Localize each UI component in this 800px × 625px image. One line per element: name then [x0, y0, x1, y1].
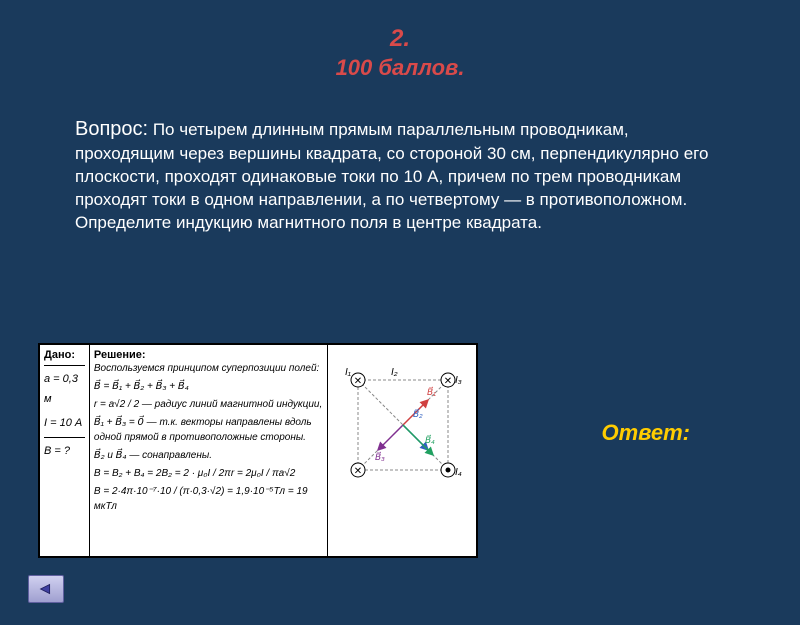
problem-number: 2. [0, 25, 800, 53]
solution-line: B⃗₂ и B⃗₄ — сонаправлены. [94, 448, 324, 463]
solution-line: B⃗₁ + B⃗₃ = 0⃗ — т.к. векторы направлены… [94, 415, 324, 445]
given-line: a = 0,3 м [44, 370, 85, 410]
given-header: Дано: [44, 349, 85, 361]
label-I1: I₁ [345, 367, 351, 378]
solution-body: Воспользуемся принципом суперпозиции пол… [94, 361, 324, 514]
svg-text:✕: ✕ [444, 376, 452, 387]
question-text: По четырем длинным прямым параллельным п… [75, 120, 708, 232]
answer-label: Ответ: [601, 420, 690, 446]
svg-text:B⃗₁: B⃗₁ [427, 386, 436, 397]
triangle-left-icon [37, 582, 55, 596]
solution-panel: Дано: a = 0,3 м I = 10 А B = ? Решение: … [38, 343, 478, 558]
svg-text:✕: ✕ [354, 466, 362, 477]
label-I2: I₂ [391, 367, 398, 378]
question-label: Вопрос: [75, 118, 148, 140]
given-find: B = ? [44, 442, 85, 462]
solution-line: B⃗ = B⃗₁ + B⃗₂ + B⃗₃ + B⃗₄ [94, 379, 324, 394]
question-block: Вопрос: По четырем длинным прямым паралл… [75, 116, 725, 235]
problem-points: 100 баллов. [0, 55, 800, 81]
given-line: I = 10 А [44, 414, 85, 434]
solution-line: Воспользуемся принципом суперпозиции пол… [94, 361, 324, 376]
label-I4: I₄ [455, 467, 462, 478]
given-body: a = 0,3 м I = 10 А B = ? [44, 370, 85, 462]
diagram-cell: ✕ ✕ ✕ [328, 345, 477, 557]
solution-line: B = B₂ + B₄ = 2B₂ = 2 · μ₀I / 2πr = 2μ₀I… [94, 466, 324, 481]
solution-header: Решение: [94, 349, 324, 361]
label-I3: I₃ [455, 375, 462, 386]
svg-text:B⃗₄: B⃗₄ [425, 434, 435, 445]
field-diagram: ✕ ✕ ✕ [333, 355, 473, 495]
back-button[interactable] [28, 575, 64, 603]
solution-line: r = a√2 / 2 — радиус линий магнитной инд… [94, 397, 324, 412]
svg-text:B⃗₂: B⃗₂ [413, 408, 423, 419]
solution-line: B = 2·4π·10⁻⁷·10 / (π·0,3·√2) = 1,9·10⁻⁵… [94, 484, 324, 514]
svg-text:✕: ✕ [354, 376, 362, 387]
svg-text:B⃗₃: B⃗₃ [375, 451, 385, 462]
